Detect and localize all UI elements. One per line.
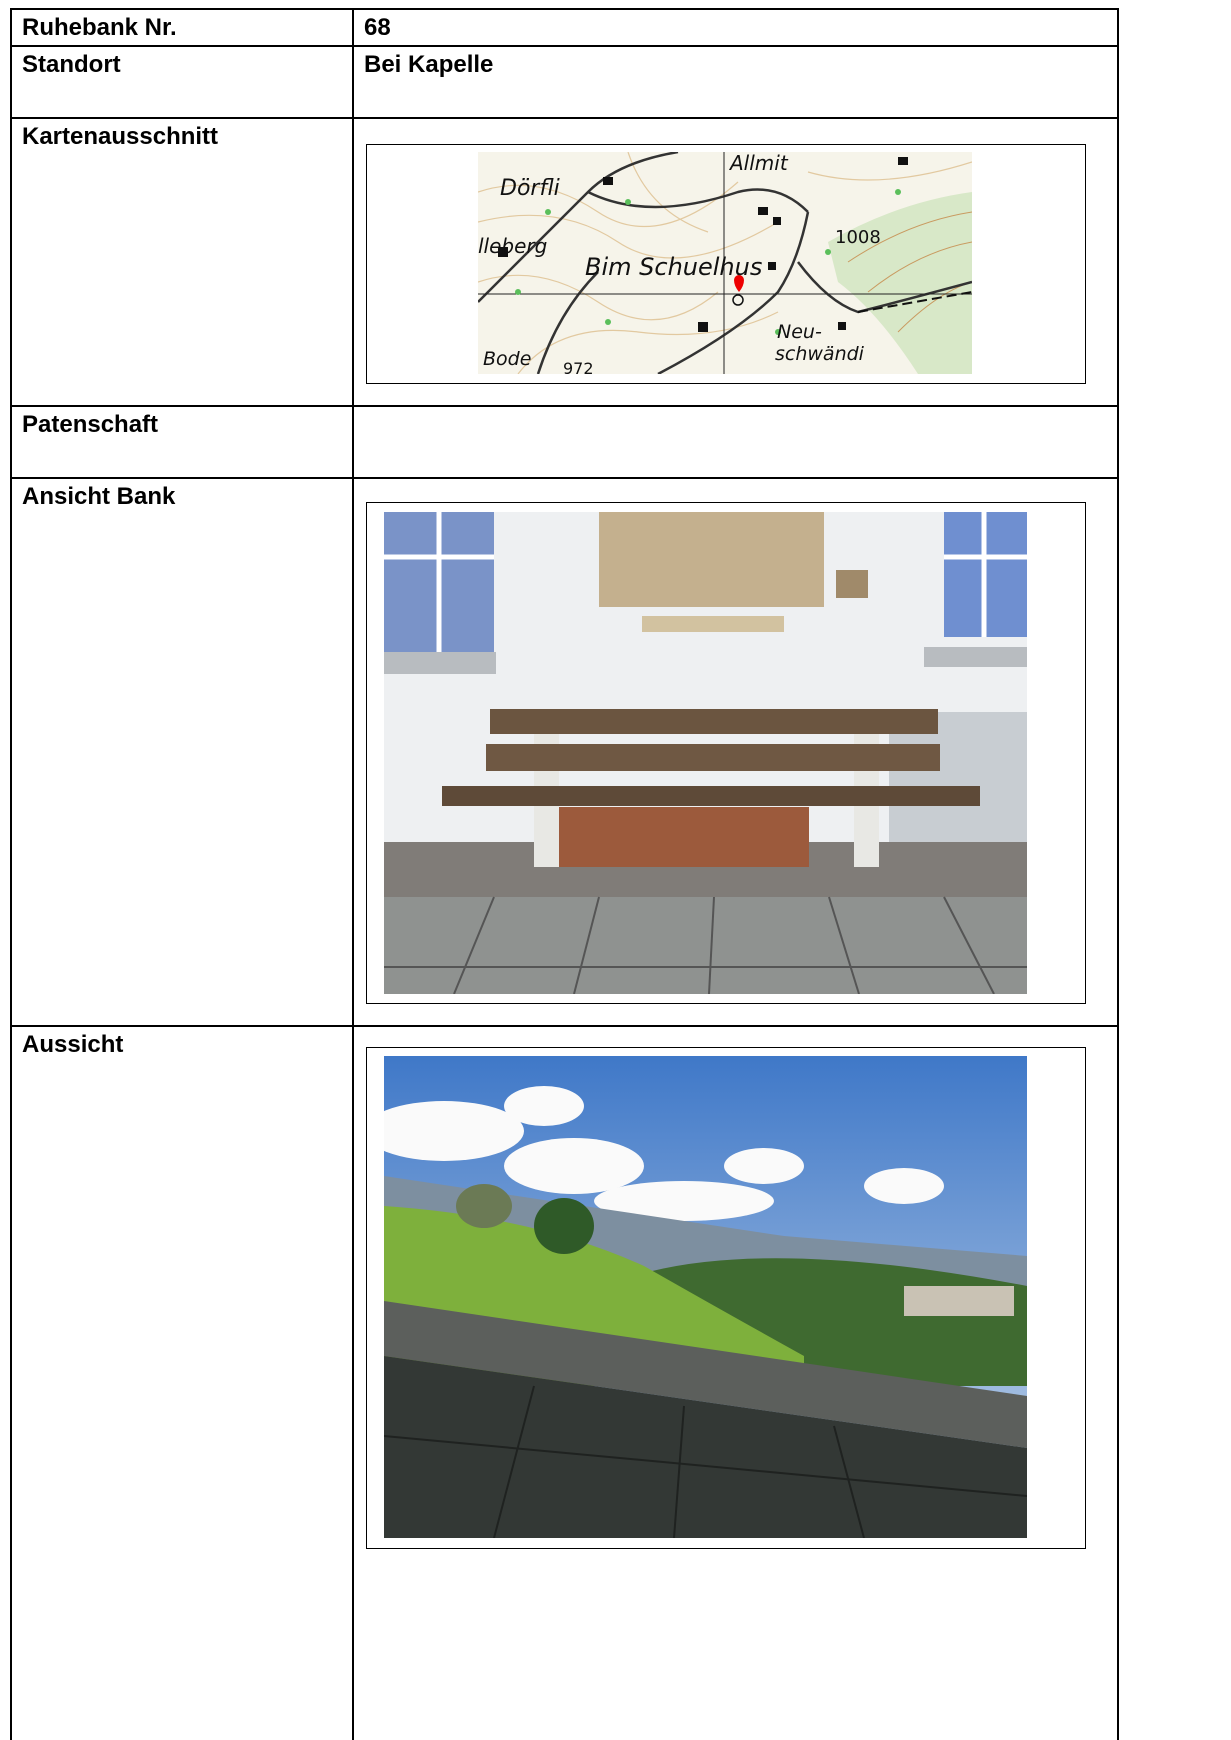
label-cell: Standort <box>10 45 352 117</box>
map-label: lleberg <box>478 234 547 258</box>
label-cell: Patenschaft <box>10 405 352 477</box>
label-text: Ansicht Bank <box>22 483 176 510</box>
bench-photo <box>384 512 1027 994</box>
map-label: 1008 <box>835 227 881 248</box>
label-text: Aussicht <box>22 1031 124 1058</box>
value-cell: Bei Kapelle <box>352 45 1119 117</box>
map-label: Neu- <box>777 321 822 343</box>
value-cell <box>352 117 1119 405</box>
label-cell: Kartenausschnitt <box>10 117 352 405</box>
label-cell: Ansicht Bank <box>10 477 352 1025</box>
map-label: Allmit <box>728 152 789 175</box>
label-text: Kartenausschnitt <box>22 123 219 150</box>
label-text: Patenschaft <box>22 411 159 438</box>
map-image: Dörfli Allmit lleberg Bim Schuelhus 1008… <box>478 152 972 374</box>
label-text: Standort <box>22 51 121 78</box>
value-text: 68 <box>364 14 391 41</box>
value-cell <box>352 1025 1119 1740</box>
value-cell: 68 <box>352 8 1119 45</box>
label-cell: Aussicht <box>10 1025 352 1740</box>
value-cell <box>352 477 1119 1025</box>
map-label: 972 <box>563 359 594 374</box>
label-cell: Ruhebank Nr. <box>10 8 352 45</box>
value-cell <box>352 405 1119 477</box>
label-text: Ruhebank Nr. <box>22 14 177 41</box>
value-text: Bei Kapelle <box>364 51 494 78</box>
map-label: schwändi <box>775 343 865 365</box>
map-label: Bode <box>483 348 531 370</box>
view-photo <box>384 1056 1027 1538</box>
map-label: Bim Schuelhus <box>585 253 762 281</box>
map-label: Dörfli <box>500 176 560 201</box>
